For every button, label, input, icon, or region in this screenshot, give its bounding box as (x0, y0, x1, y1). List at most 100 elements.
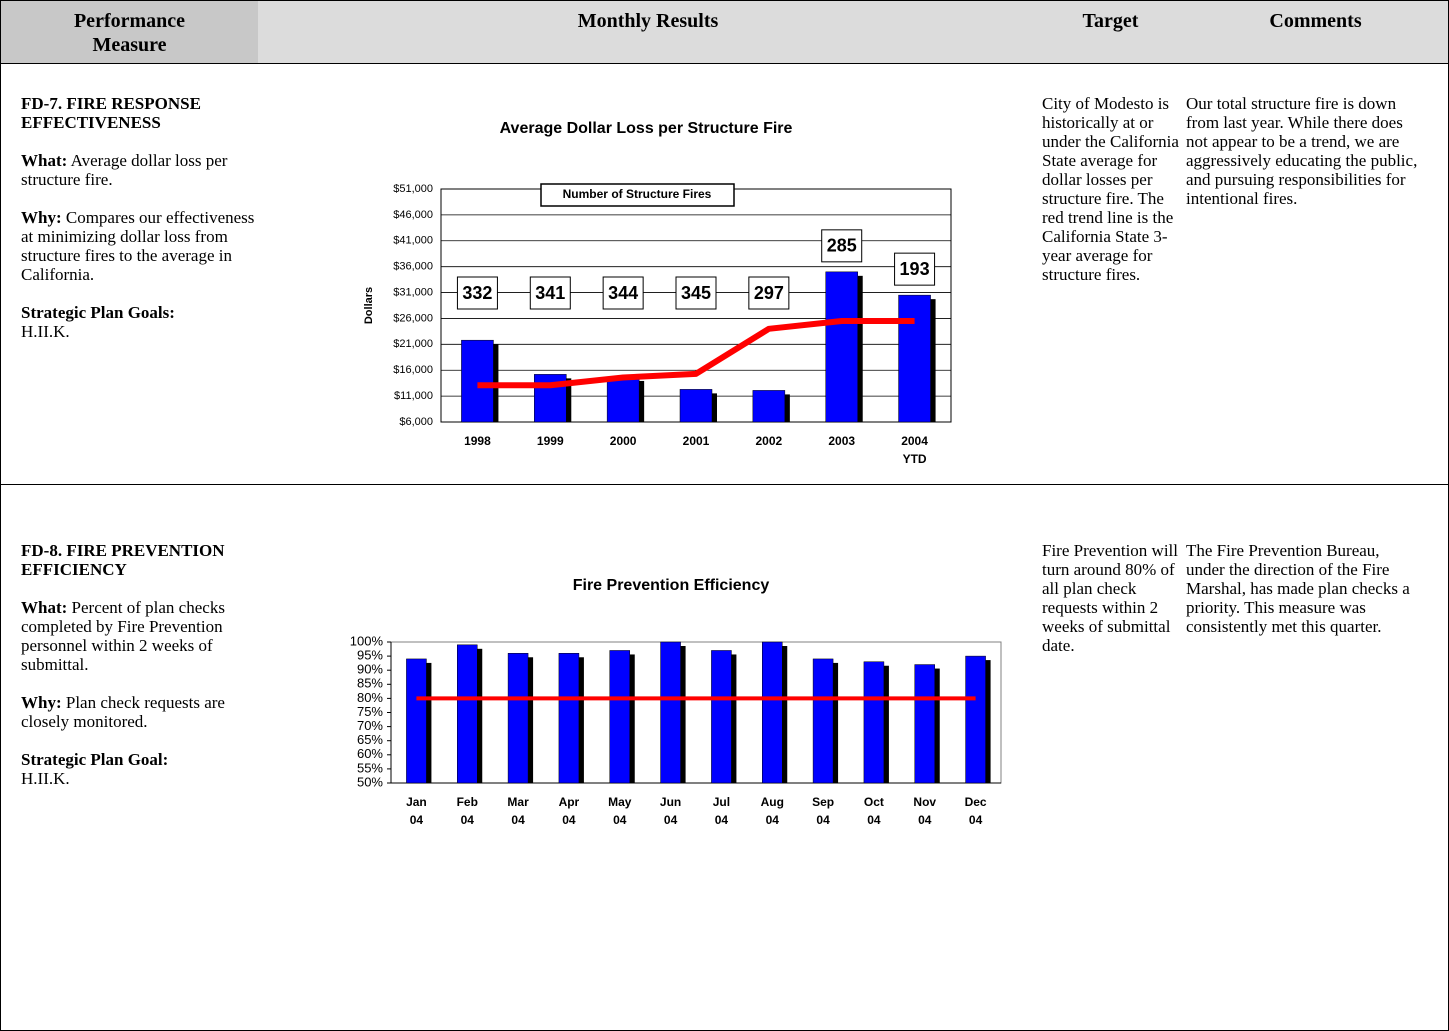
y-tick-label: 50% (357, 774, 383, 789)
x-tick-label: Aug 04 (760, 795, 784, 827)
x-tick-label: Jan 04 (406, 795, 427, 827)
comments-cell: Our total structure fire is down from la… (1186, 94, 1418, 208)
bar (507, 653, 529, 784)
y-tick-label: $26,000 (393, 312, 433, 324)
y-tick-label: $51,000 (393, 183, 433, 195)
x-tick-label: 1998 (464, 434, 491, 448)
y-tick-label: $41,000 (393, 235, 433, 247)
x-tick-label: Oct 04 (863, 795, 884, 827)
header-cell: Performance Measure (73, 10, 186, 56)
count-label: 332 (462, 283, 492, 303)
text: H.II.K. (21, 322, 70, 341)
text: Percent of plan checks completed by Fire… (21, 598, 225, 674)
x-tick-label: 2003 (828, 434, 856, 448)
trend-line (477, 318, 915, 389)
bar (406, 658, 427, 784)
x-tick-label: Sep 04 (812, 795, 835, 827)
y-tick-label: 90% (357, 662, 383, 677)
y-tick-label: 55% (357, 760, 383, 775)
text: Compares our effectiveness at minimizing… (21, 208, 255, 284)
y-tick-label: 80% (357, 690, 383, 705)
count-label: 193 (900, 259, 930, 279)
x-tick-label: 2001 (682, 434, 710, 448)
y-axis-label: Dollars (363, 287, 375, 324)
bar (457, 644, 478, 784)
bar (609, 650, 630, 784)
why: Why: Plan check requests are closely mon… (21, 693, 257, 731)
text: H.II.K. (21, 769, 70, 788)
bar (752, 390, 786, 423)
count-box (821, 229, 863, 263)
x-tick-label: 2000 (609, 434, 637, 448)
rule (1, 484, 1448, 485)
comments-cell: The Fire Prevention Bureau, under the di… (1186, 541, 1410, 636)
target-cell: City of Modesto is historically at or un… (1042, 94, 1179, 284)
y-tick-label: 95% (357, 648, 383, 663)
count-label: 344 (608, 283, 638, 303)
measure-cell: FD-8. FIRE PREVENTION EFFICIENCY What: P… (21, 541, 257, 807)
y-tick-label: $36,000 (393, 261, 433, 273)
y-tick-label: 70% (357, 718, 383, 733)
x-tick-label: Dec 04 (964, 795, 987, 827)
bar (711, 650, 732, 784)
label: Strategic Plan Goals: (21, 303, 175, 322)
x-tick-label: Jun 04 (659, 795, 682, 827)
x-tick-label: 2004 YTD (901, 434, 928, 466)
header-cell: Monthly Results (577, 10, 719, 32)
text: Average dollar loss per structure fire. (21, 151, 228, 189)
text: Plan check requests are closely monitore… (21, 693, 225, 731)
y-tick-label: $31,000 (393, 286, 433, 298)
y-tick-label: 60% (357, 746, 383, 761)
count-box (894, 252, 936, 286)
measure-title: FD-8. FIRE PREVENTION EFFICIENCY (21, 541, 225, 579)
label: What: (21, 598, 68, 617)
measure-cell: FD-7. FIRE RESPONSE EFFECTIVENESS What: … (21, 94, 257, 360)
what: What: Average dollar loss per structure … (21, 151, 257, 189)
header-cell: Comments (1269, 10, 1362, 32)
chart: Fire Prevention Efficiency 50% 55% 60% 65% 70… (331, 561, 1021, 851)
why: Why: Compares our effectiveness at minim… (21, 208, 257, 284)
chart-svg: Average Dollar Loss per Structure Fire Do… (363, 120, 952, 428)
bar (660, 641, 681, 784)
count-box (529, 276, 571, 310)
goals: Strategic Plan Goals: H.II.K. (21, 303, 257, 341)
bar (898, 294, 931, 423)
bar (762, 641, 783, 784)
y-tick-label: 75% (357, 704, 383, 719)
x-tick-label: Mar 04 (507, 795, 529, 827)
measure-title: FD-7. FIRE RESPONSE EFFECTIVENESS (21, 94, 201, 132)
bar (461, 339, 494, 423)
count-label: 345 (681, 283, 711, 303)
count-label: 285 (827, 236, 857, 256)
chart: Average Dollar Loss per Structure Fire Do… (331, 101, 971, 471)
header-cell: Target (1082, 10, 1139, 32)
count-box (456, 276, 498, 310)
bar (679, 389, 713, 423)
plot-frame (390, 641, 1002, 784)
y-tick-label: 100% (350, 633, 384, 648)
count-label: 297 (754, 283, 784, 303)
bar (812, 658, 834, 784)
bar (558, 653, 580, 784)
bar (914, 664, 935, 784)
x-tick-label: 2002 (755, 434, 783, 448)
bar (606, 376, 640, 423)
x-tick-label: May 04 (608, 795, 632, 827)
what: What: Percent of plan checks completed b… (21, 598, 257, 674)
target-cell: Fire Prevention will turn around 80% of … (1042, 541, 1178, 655)
label: Strategic Plan Goal: (21, 750, 169, 769)
legend-box (540, 183, 735, 207)
label: Why: (21, 693, 62, 712)
y-tick-label: $46,000 (393, 209, 433, 221)
rule (1, 63, 1448, 64)
x-tick-label: 1999 (536, 434, 564, 448)
label: What: (21, 151, 68, 170)
header-shade (1, 1, 258, 63)
y-tick-label: $6,000 (399, 416, 433, 428)
count-box (602, 276, 644, 310)
y-tick-label: $21,000 (393, 338, 433, 350)
x-tick-label: Jul 04 (712, 795, 731, 827)
header-shade (258, 1, 1448, 63)
count-box (675, 276, 717, 310)
